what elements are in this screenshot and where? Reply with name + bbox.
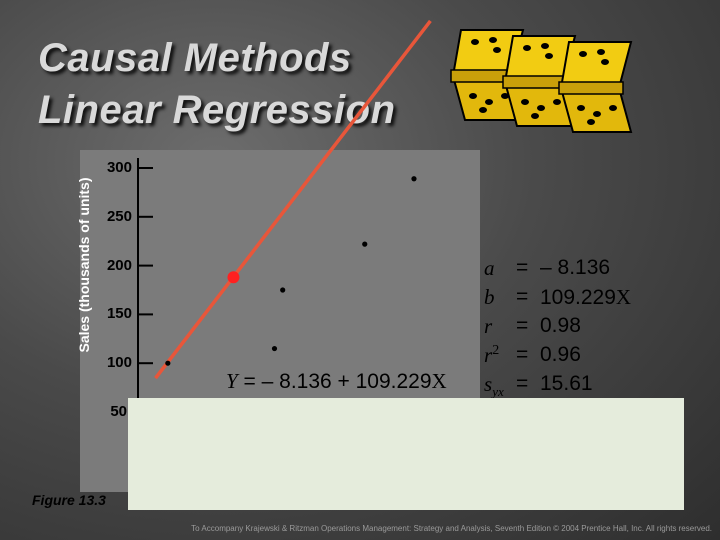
stat-symbol: b [484, 285, 518, 310]
regression-equation: Y = – 8.136 + 109.229X [226, 369, 447, 394]
die-pip [501, 93, 509, 99]
stat-value: 0.96 [540, 343, 581, 367]
die-pip [537, 105, 545, 111]
stat-symbol-sub: yx [492, 384, 504, 400]
stat-value-number: – 8.136 [540, 256, 611, 279]
data-point [411, 176, 417, 182]
y-tick-label: 50 [110, 403, 127, 420]
die-face [558, 81, 624, 95]
stat-value: 109.229X [540, 285, 631, 310]
die-pip [577, 105, 585, 111]
equation-x-var: X [431, 369, 447, 393]
figure-caption: Figure 13.3 [32, 492, 106, 508]
die-pip [593, 111, 601, 117]
stat-symbol: r [484, 314, 518, 339]
stat-equals: = [516, 314, 529, 337]
stat-symbol-base: a [484, 256, 495, 280]
regression-line [154, 19, 432, 380]
stat-equals: = [516, 285, 529, 308]
stat-equals: = [516, 343, 529, 366]
die-pip [541, 43, 549, 49]
stat-symbol-base: r [484, 343, 493, 367]
stat-symbol: a [484, 256, 518, 281]
stat-value: – 8.136 [540, 256, 610, 280]
stat-value: 15.61 [540, 372, 593, 396]
data-point [165, 360, 171, 366]
equation-body: = – 8.136 + 109.229 [237, 370, 432, 393]
die-pip [587, 119, 595, 125]
blank-panel [128, 398, 684, 510]
data-point [271, 345, 278, 352]
die-pip [493, 47, 501, 53]
stat-symbol-base: b [484, 285, 495, 309]
stat-symbol: r2 [484, 343, 518, 368]
die-pip [601, 59, 609, 65]
die-pip [485, 99, 493, 105]
die-pip [597, 49, 605, 55]
y-tick-label: 250 [106, 207, 132, 225]
stat-value-number: 0.96 [540, 343, 581, 366]
stat-equals: = [516, 372, 529, 395]
die-pip [531, 113, 539, 119]
stat-symbol-sup: 2 [492, 343, 500, 358]
stat-symbol: syx [484, 372, 518, 400]
die-pip [469, 93, 477, 99]
copyright-footer: To Accompany Krajewski & Ritzman Operati… [191, 524, 712, 533]
y-tick-label: 200 [106, 256, 132, 274]
data-point [280, 287, 286, 293]
stat-value-number: 0.98 [540, 314, 581, 337]
die-pip [523, 45, 531, 51]
die-pip [545, 53, 553, 59]
equation-y-var: Y [226, 369, 238, 393]
die-pip [521, 99, 529, 105]
die-pip [609, 105, 617, 111]
highlight-point [227, 271, 240, 284]
stat-value-number: 109.229 [540, 286, 616, 309]
die-pip [553, 99, 561, 105]
y-tick-label: 300 [106, 159, 132, 176]
slide-title-line1: Causal Methods [38, 36, 352, 80]
y-axis-label: Sales (thousands of units) [76, 177, 92, 353]
stat-symbol-base: r [484, 314, 493, 338]
die-pip [479, 107, 487, 113]
die-pip [579, 51, 587, 57]
stat-value-suffix: X [615, 285, 632, 309]
y-tick-label: 150 [106, 305, 132, 323]
stat-equals: = [516, 256, 529, 279]
die-pip [471, 39, 479, 45]
data-point [362, 241, 368, 247]
y-tick-label: 100 [106, 354, 132, 372]
stat-value: 0.98 [540, 314, 581, 338]
stat-value-number: 15.61 [540, 372, 593, 395]
stat-symbol-base: s [484, 372, 493, 396]
die-pip [489, 37, 497, 43]
linked-dice-icon [450, 29, 633, 133]
slide-title-line2: Linear Regression [38, 88, 396, 132]
